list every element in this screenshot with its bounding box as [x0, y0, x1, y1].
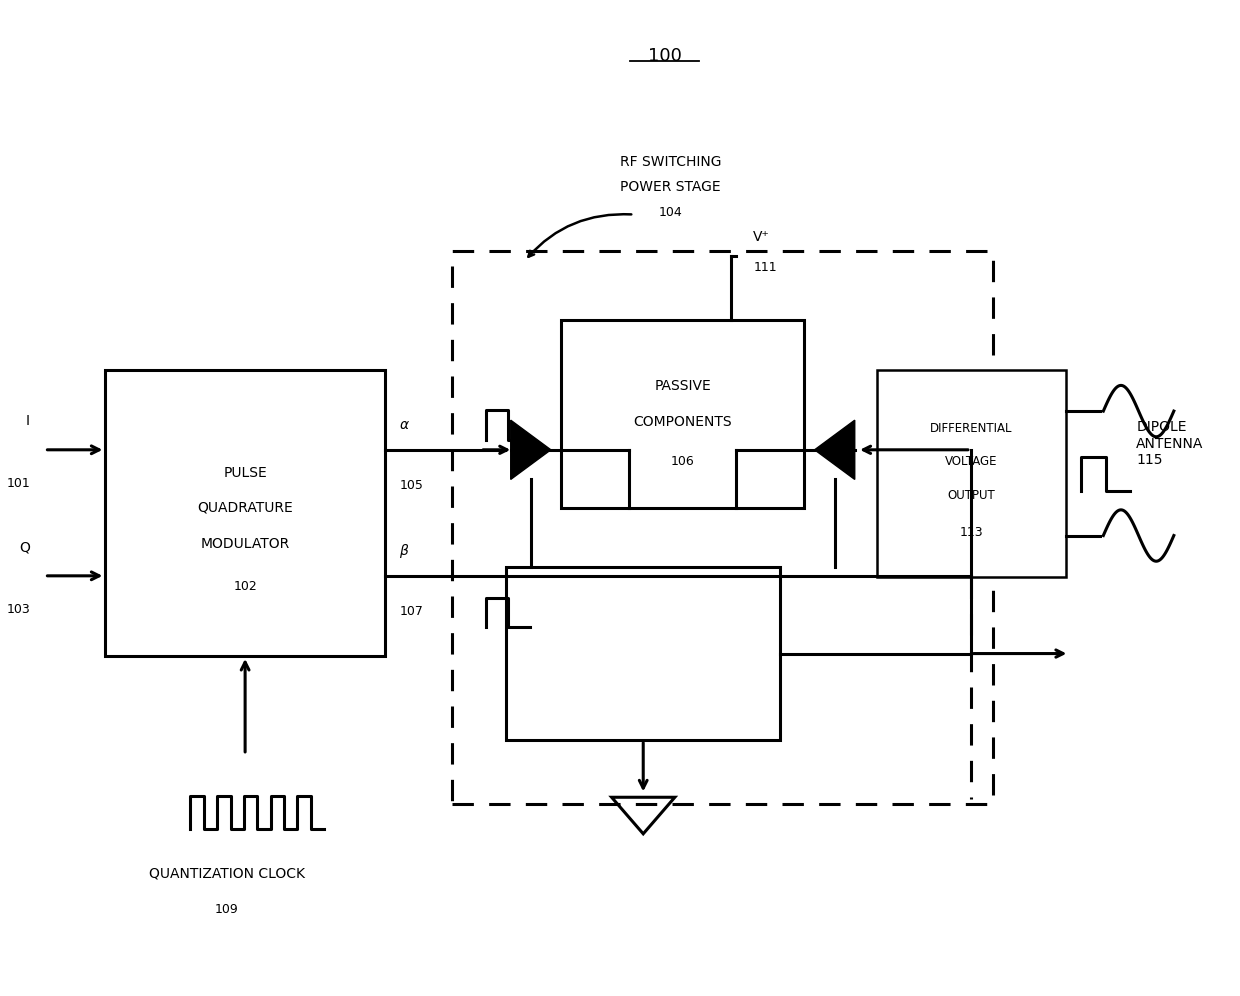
Text: Q: Q	[19, 540, 30, 554]
Text: I: I	[26, 414, 30, 428]
Text: 107: 107	[399, 606, 423, 619]
Text: 105: 105	[399, 479, 423, 492]
Text: COMPONENTS: COMPONENTS	[634, 415, 732, 429]
Text: β: β	[399, 544, 408, 558]
Text: V⁺: V⁺	[753, 230, 770, 244]
Text: PULSE: PULSE	[223, 466, 267, 480]
Text: MODULATOR: MODULATOR	[201, 538, 290, 552]
Text: 100: 100	[647, 47, 682, 65]
Bar	[105, 370, 384, 656]
Text: DIFFERENTIAL: DIFFERENTIAL	[930, 422, 1013, 435]
Polygon shape	[511, 420, 551, 479]
Text: OUTPUT: OUTPUT	[947, 488, 996, 502]
Bar	[877, 370, 1065, 577]
Text: POWER STAGE: POWER STAGE	[620, 180, 720, 194]
Text: QUADRATURE: QUADRATURE	[197, 501, 293, 515]
Text: 111: 111	[753, 261, 777, 274]
Text: 102: 102	[233, 581, 257, 594]
Bar	[506, 567, 780, 740]
Text: α: α	[399, 418, 409, 432]
Text: VOLTAGE: VOLTAGE	[945, 455, 998, 468]
Text: QUANTIZATION CLOCK: QUANTIZATION CLOCK	[149, 867, 305, 880]
Bar	[562, 321, 805, 508]
Text: PASSIVE: PASSIVE	[655, 379, 711, 393]
Text: RF SWITCHING: RF SWITCHING	[620, 155, 722, 169]
Text: DIPOLE
ANTENNA
115: DIPOLE ANTENNA 115	[1136, 420, 1204, 467]
Bar	[451, 251, 993, 804]
Text: 106: 106	[671, 455, 694, 468]
Text: 109: 109	[215, 903, 239, 916]
Text: 113: 113	[960, 526, 983, 539]
Text: 104: 104	[658, 206, 682, 219]
Text: 101: 101	[6, 477, 30, 490]
Text: 103: 103	[6, 604, 30, 617]
Polygon shape	[815, 420, 854, 479]
